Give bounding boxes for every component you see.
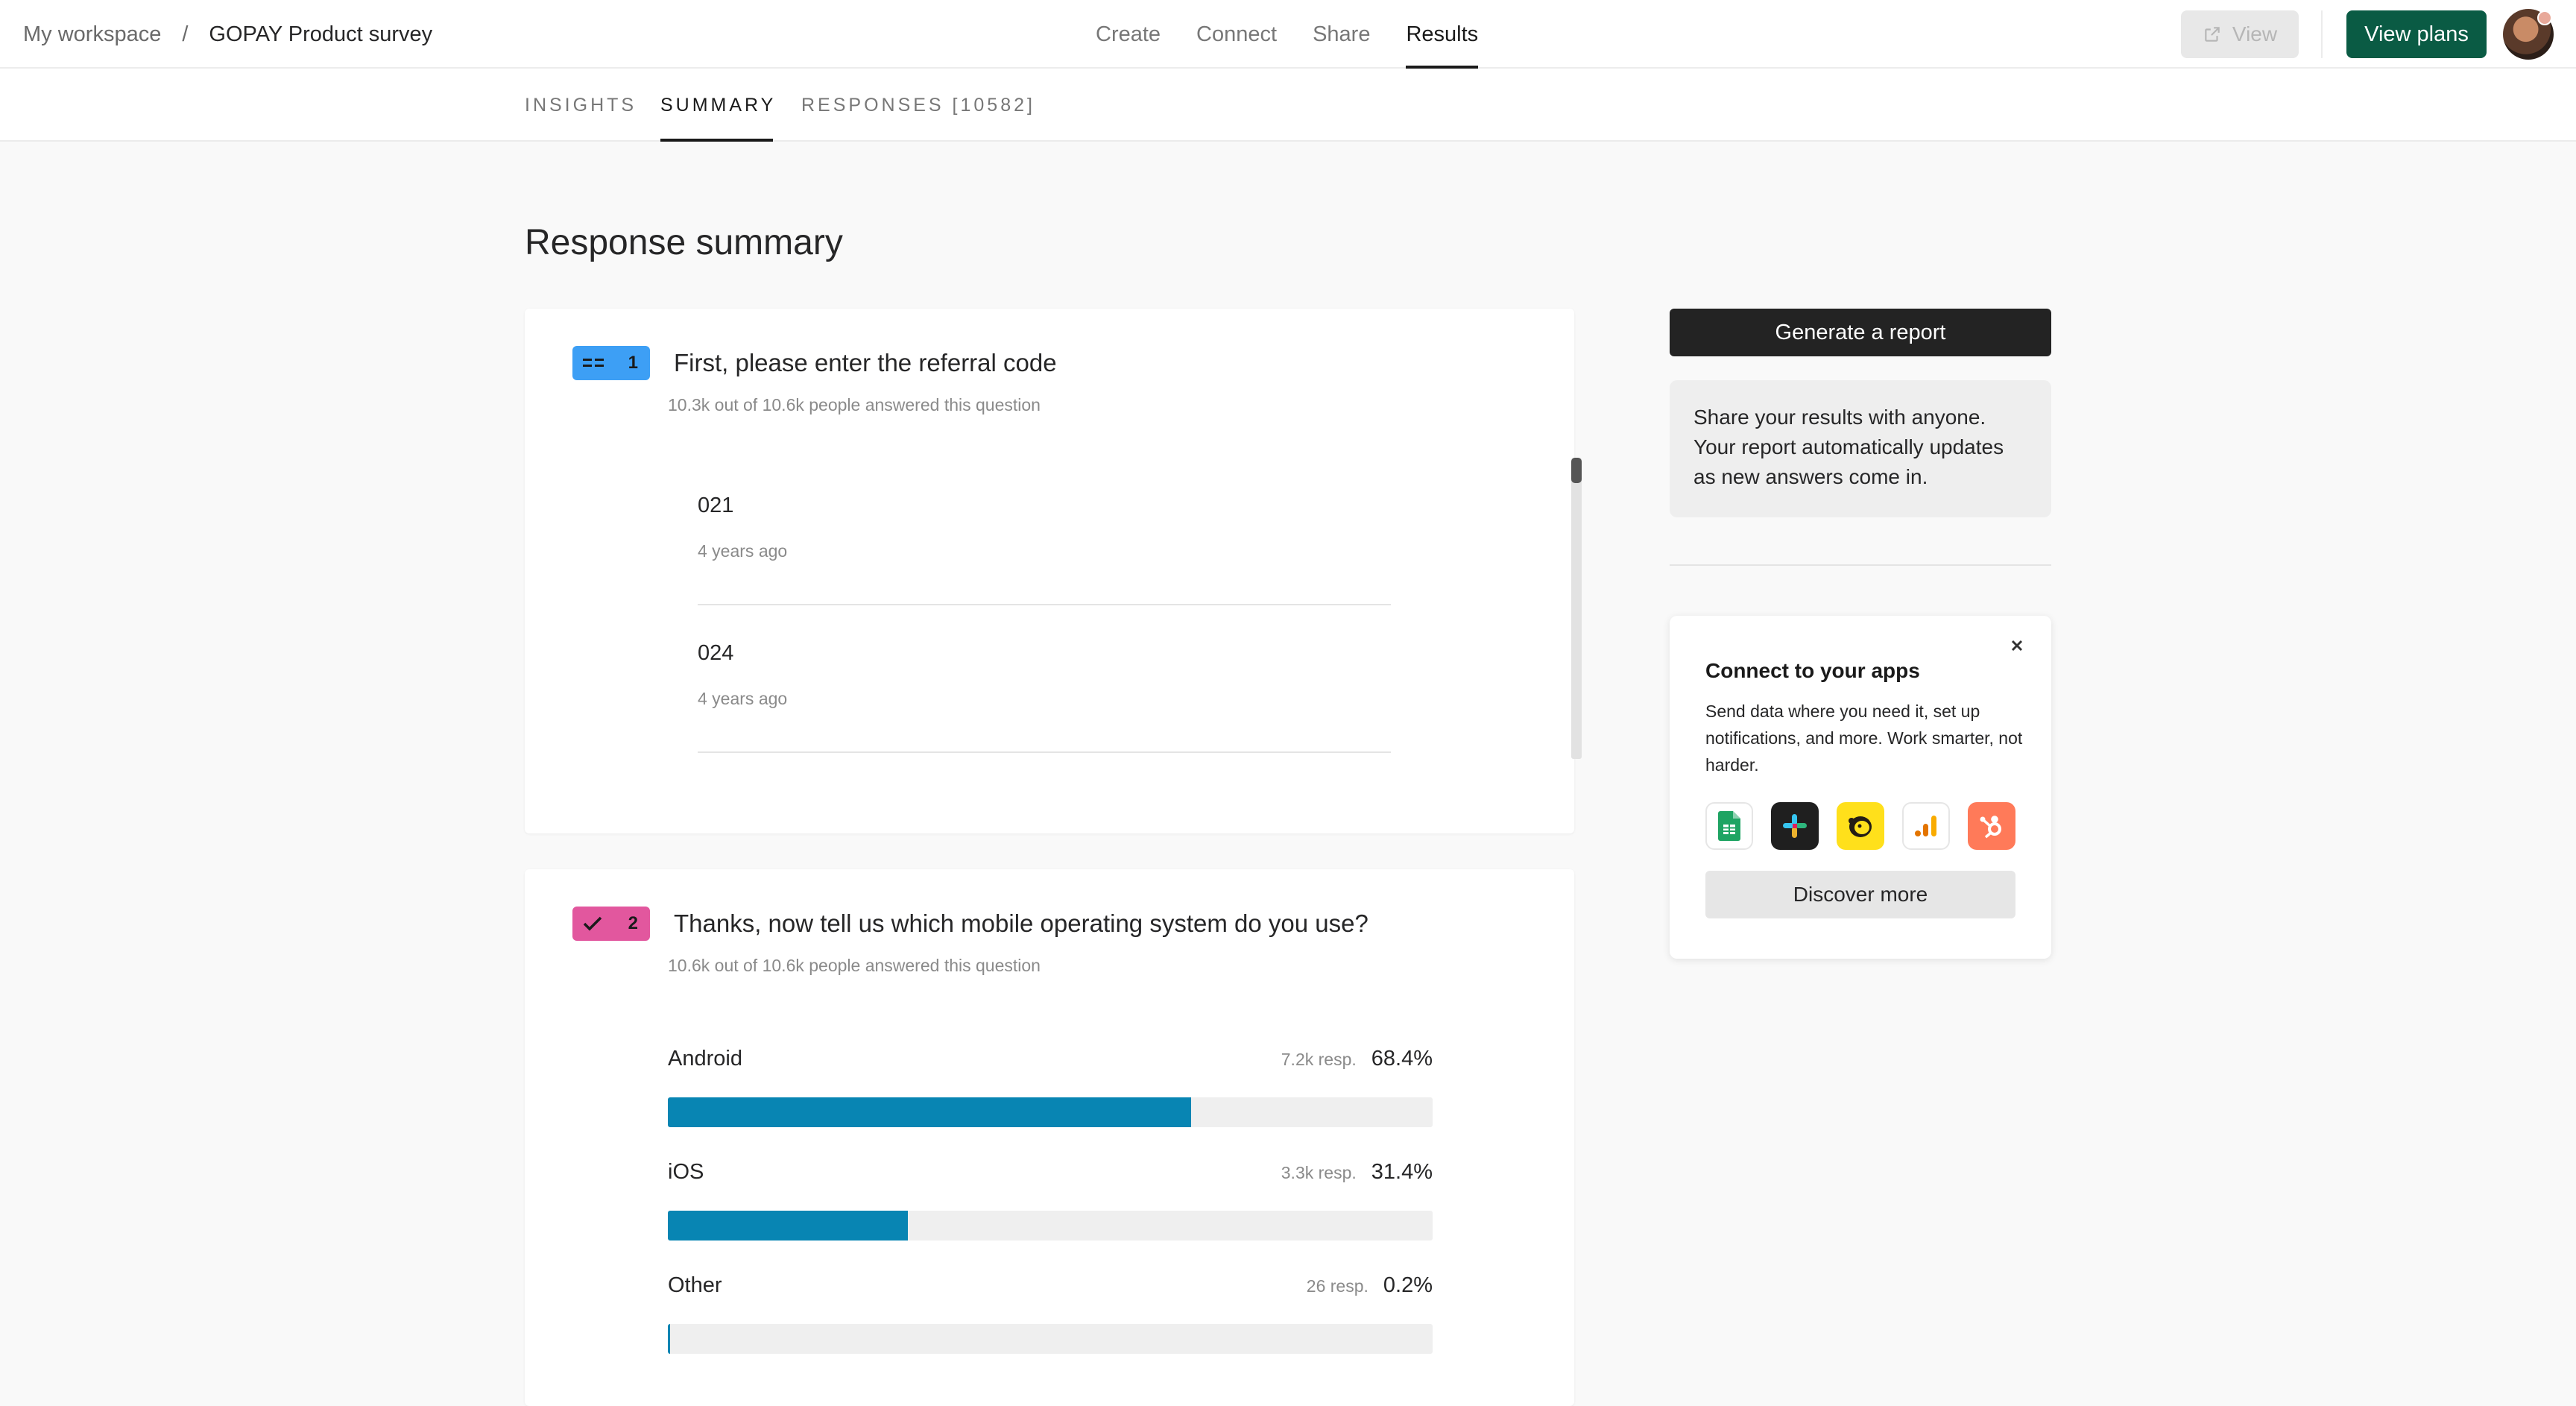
discover-more-button[interactable]: Discover more xyxy=(1705,871,2015,918)
breadcrumb-separator: / xyxy=(182,22,189,46)
page-title: Response summary xyxy=(525,223,843,262)
question-2-answered: 10.6k out of 10.6k people answered this … xyxy=(668,956,1041,975)
connect-apps-card: Connect to your apps Send data where you… xyxy=(1670,616,2051,959)
question-1-badge: 1 xyxy=(572,346,650,380)
apps-card-description: Send data where you need it, set up noti… xyxy=(1705,702,2023,775)
top-bar: My workspace / GOPAY Product survey Crea… xyxy=(0,0,2576,69)
slack-icon[interactable] xyxy=(1771,802,1819,850)
choice-stats: 7.2k resp. 68.4% xyxy=(1281,1047,1433,1071)
nav-connect[interactable]: Connect xyxy=(1196,22,1278,46)
choice-percent: 31.4% xyxy=(1371,1160,1433,1184)
view-plans-button[interactable]: View plans xyxy=(2346,10,2487,58)
google-analytics-icon[interactable] xyxy=(1902,802,1950,850)
question-2-badge: 2 xyxy=(572,907,650,941)
question-1-number: 1 xyxy=(628,353,638,373)
view-button-label: View xyxy=(2232,22,2278,45)
choice-row: iOS 3.3k resp. 31.4% xyxy=(668,1160,1433,1242)
sidebar-divider xyxy=(1670,564,2051,566)
choice-row: Other 26 resp. 0.2% xyxy=(668,1273,1433,1355)
choice-stats: 26 resp. 0.2% xyxy=(1307,1273,1433,1298)
nav-results[interactable]: Results xyxy=(1406,0,1478,69)
question-2-number: 2 xyxy=(628,913,638,933)
choice-bar-fill xyxy=(668,1097,1191,1127)
choice-bar-fill xyxy=(668,1324,671,1354)
question-1-title: First, please enter the referral code xyxy=(674,349,1057,376)
choice-percent: 68.4% xyxy=(1371,1047,1433,1071)
main-nav: Create Connect Share Results xyxy=(1096,0,1514,69)
google-sheets-icon[interactable] xyxy=(1705,802,1753,850)
tab-summary[interactable]: SUMMARY xyxy=(660,69,776,142)
list-item: 024 4 years ago xyxy=(698,605,1391,753)
choice-label: Other xyxy=(668,1273,722,1297)
choice-label: iOS xyxy=(668,1160,704,1184)
breadcrumb-workspace-link[interactable]: My workspace xyxy=(23,22,162,46)
response-value: 024 xyxy=(698,641,734,665)
view-button[interactable]: View xyxy=(2181,10,2299,58)
apps-card-title: Connect to your apps xyxy=(1705,659,1920,682)
breadcrumb: My workspace / GOPAY Product survey xyxy=(23,0,432,69)
question-1-answered: 10.3k out of 10.6k people answered this … xyxy=(668,395,1041,414)
mailchimp-icon[interactable] xyxy=(1837,802,1884,850)
breadcrumb-survey-title[interactable]: GOPAY Product survey xyxy=(209,22,433,46)
tab-insights[interactable]: INSIGHTS xyxy=(525,94,637,116)
short-text-icon xyxy=(583,359,604,367)
header-divider xyxy=(2321,10,2323,58)
choice-label: Android xyxy=(668,1047,742,1071)
response-time: 4 years ago xyxy=(698,689,788,708)
tab-responses[interactable]: RESPONSES [10582] xyxy=(801,94,1035,116)
question-2-title: Thanks, now tell us which mobile operati… xyxy=(674,910,1368,937)
choice-count: 3.3k resp. xyxy=(1281,1163,1357,1182)
external-link-icon xyxy=(2205,27,2220,42)
avatar-status-dot xyxy=(2537,10,2552,25)
choice-count: 7.2k resp. xyxy=(1281,1050,1357,1069)
checkmark-icon xyxy=(583,916,602,931)
question-card-2: 2 Thanks, now tell us which mobile opera… xyxy=(525,869,1574,1406)
choice-bar-fill xyxy=(668,1211,909,1241)
results-subtabs: INSIGHTS SUMMARY RESPONSES [10582] xyxy=(0,69,2576,142)
close-icon[interactable] xyxy=(2008,637,2026,655)
choice-bar-track xyxy=(668,1097,1433,1127)
choice-percent: 0.2% xyxy=(1383,1273,1433,1297)
scrollbar-thumb[interactable] xyxy=(1571,458,1582,483)
choice-bar-track xyxy=(668,1324,1433,1354)
response-time: 4 years ago xyxy=(698,541,788,561)
response-value: 021 xyxy=(698,494,734,517)
response-list[interactable]: 021 4 years ago 024 4 years ago xyxy=(668,458,1422,759)
question-card-1: 1 First, please enter the referral code … xyxy=(525,309,1582,833)
nav-create[interactable]: Create xyxy=(1096,22,1161,46)
share-results-info: Share your results with anyone. Your rep… xyxy=(1670,380,2051,517)
nav-share[interactable]: Share xyxy=(1313,22,1371,46)
list-item: 021 4 years ago xyxy=(698,458,1391,605)
choice-row: Android 7.2k resp. 68.4% xyxy=(668,1047,1433,1129)
hubspot-icon[interactable] xyxy=(1968,802,2015,850)
choice-count: 26 resp. xyxy=(1306,1276,1368,1296)
choice-bar-track xyxy=(668,1211,1433,1241)
choice-stats: 3.3k resp. 31.4% xyxy=(1281,1160,1433,1185)
generate-report-button[interactable]: Generate a report xyxy=(1670,309,2051,356)
response-scrollbar[interactable] xyxy=(1571,458,1582,759)
